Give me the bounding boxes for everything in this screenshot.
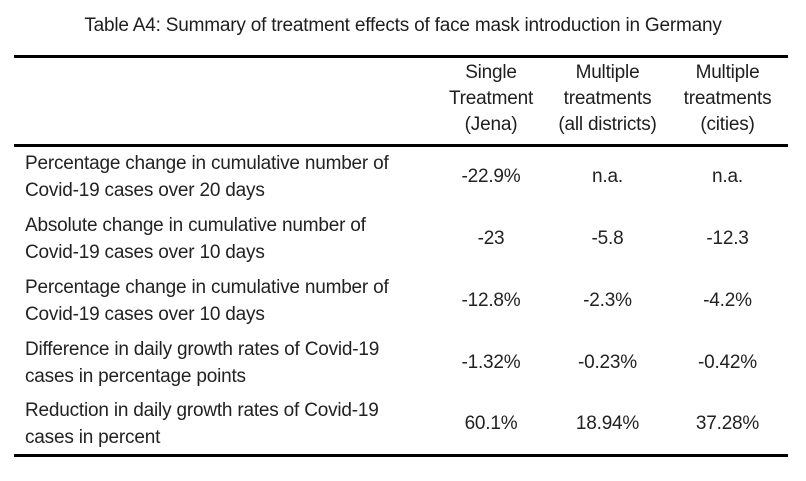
table-row: Difference in daily growth rates of Covi… — [14, 332, 788, 394]
row-label: Reduction in daily growth rates of Covid… — [14, 394, 434, 456]
header-line: (all districts) — [558, 114, 657, 135]
row-label-line: cases in percentage points — [25, 365, 246, 387]
row-label-line: Reduction in daily growth rates of Covid… — [25, 399, 379, 421]
column-header-single-treatment-jena: Single Treatment (Jena) — [434, 57, 548, 146]
header-line: treatments — [563, 88, 652, 109]
value-cell: -23 — [477, 227, 505, 249]
value-cell: -12.3 — [706, 227, 749, 249]
column-header-multiple-treatments-all-districts: Multiple treatments (all districts) — [548, 57, 667, 146]
row-label: Absolute change in cumulative number of … — [14, 208, 434, 270]
row-label-line: Absolute change in cumulative number of — [25, 214, 366, 236]
row-label: Percentage change in cumulative number o… — [14, 270, 434, 332]
value-cell: -5.8 — [591, 227, 624, 249]
header-row: Single Treatment (Jena) Multiple treatme… — [14, 57, 788, 146]
header-line: treatments — [683, 88, 772, 109]
empty-header-cell — [14, 57, 434, 146]
table-row: Absolute change in cumulative number of … — [14, 208, 788, 270]
value-cell: -0.23% — [577, 351, 637, 373]
row-label-line: Covid-19 cases over 20 days — [25, 180, 265, 202]
row-label: Difference in daily growth rates of Covi… — [14, 332, 434, 394]
row-label-line: Covid-19 cases over 10 days — [25, 241, 265, 263]
header-line: Treatment — [448, 88, 534, 109]
value-cell: -0.42% — [697, 351, 757, 373]
column-header-multiple-treatments-cities: Multiple treatments (cities) — [667, 57, 788, 146]
value-cell: -12.8% — [461, 289, 521, 311]
header-line: (Jena) — [464, 114, 518, 135]
row-label-line: Percentage change in cumulative number o… — [25, 153, 389, 175]
value-cell: 60.1% — [464, 412, 518, 434]
value-cell: 37.28% — [695, 412, 760, 434]
value-cell: -2.3% — [583, 289, 632, 311]
row-label-line: Difference in daily growth rates of Covi… — [25, 338, 380, 360]
table-row: Percentage change in cumulative number o… — [14, 270, 788, 332]
table-row: Percentage change in cumulative number o… — [14, 146, 788, 208]
row-label-line: Percentage change in cumulative number o… — [25, 276, 389, 298]
value-cell: -4.2% — [703, 289, 752, 311]
header-line: Multiple — [695, 62, 760, 83]
header-line: (cities) — [700, 114, 755, 135]
treatment-effects-table: Single Treatment (Jena) Multiple treatme… — [14, 55, 788, 457]
value-cell: n.a. — [592, 166, 623, 188]
row-label: Percentage change in cumulative number o… — [14, 146, 434, 208]
table-caption: Table A4: Summary of treatment effects o… — [84, 15, 722, 36]
header-line: Multiple — [575, 62, 640, 83]
value-cell: -22.9% — [461, 166, 521, 188]
header-line: Single — [465, 62, 517, 83]
table-row: Reduction in daily growth rates of Covid… — [14, 394, 788, 456]
row-label-line: cases in percent — [25, 426, 161, 448]
value-cell: n.a. — [712, 166, 743, 188]
value-cell: 18.94% — [575, 412, 640, 434]
value-cell: -1.32% — [461, 351, 521, 373]
row-label-line: Covid-19 cases over 10 days — [25, 303, 265, 325]
